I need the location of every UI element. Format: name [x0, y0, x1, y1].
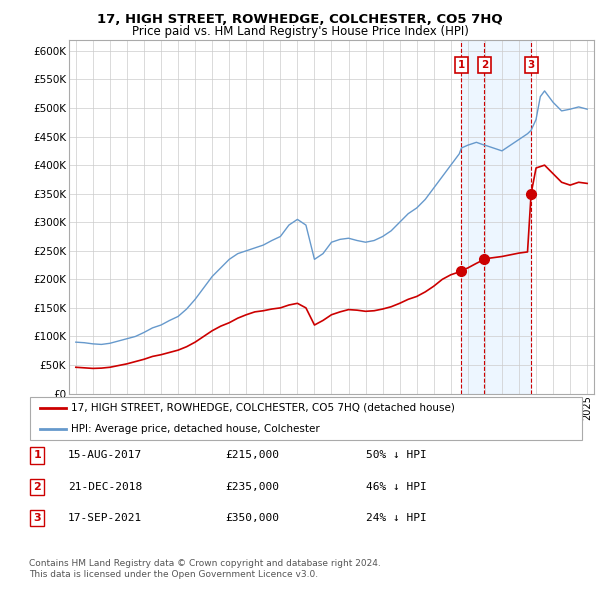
Text: 24% ↓ HPI: 24% ↓ HPI	[365, 513, 427, 523]
Text: 3: 3	[527, 60, 535, 70]
Text: HPI: Average price, detached house, Colchester: HPI: Average price, detached house, Colc…	[71, 424, 320, 434]
Text: 2: 2	[481, 60, 488, 70]
Text: 50% ↓ HPI: 50% ↓ HPI	[365, 451, 427, 460]
Text: Price paid vs. HM Land Registry's House Price Index (HPI): Price paid vs. HM Land Registry's House …	[131, 25, 469, 38]
Text: 15-AUG-2017: 15-AUG-2017	[68, 451, 142, 460]
Text: 1: 1	[458, 60, 465, 70]
Text: 21-DEC-2018: 21-DEC-2018	[68, 482, 142, 491]
Bar	[461, 40, 531, 394]
Text: 17, HIGH STREET, ROWHEDGE, COLCHESTER, CO5 7HQ (detached house): 17, HIGH STREET, ROWHEDGE, COLCHESTER, C…	[71, 403, 455, 412]
Text: £215,000: £215,000	[225, 451, 279, 460]
Text: Contains HM Land Registry data © Crown copyright and database right 2024.: Contains HM Land Registry data © Crown c…	[29, 559, 380, 568]
Text: 46% ↓ HPI: 46% ↓ HPI	[365, 482, 427, 491]
Text: 1: 1	[34, 451, 41, 460]
Text: £350,000: £350,000	[225, 513, 279, 523]
Text: 2: 2	[34, 482, 41, 491]
Text: This data is licensed under the Open Government Licence v3.0.: This data is licensed under the Open Gov…	[29, 571, 318, 579]
Text: 3: 3	[34, 513, 41, 523]
Text: 17, HIGH STREET, ROWHEDGE, COLCHESTER, CO5 7HQ: 17, HIGH STREET, ROWHEDGE, COLCHESTER, C…	[97, 13, 503, 26]
Text: £235,000: £235,000	[225, 482, 279, 491]
Text: 17-SEP-2021: 17-SEP-2021	[68, 513, 142, 523]
